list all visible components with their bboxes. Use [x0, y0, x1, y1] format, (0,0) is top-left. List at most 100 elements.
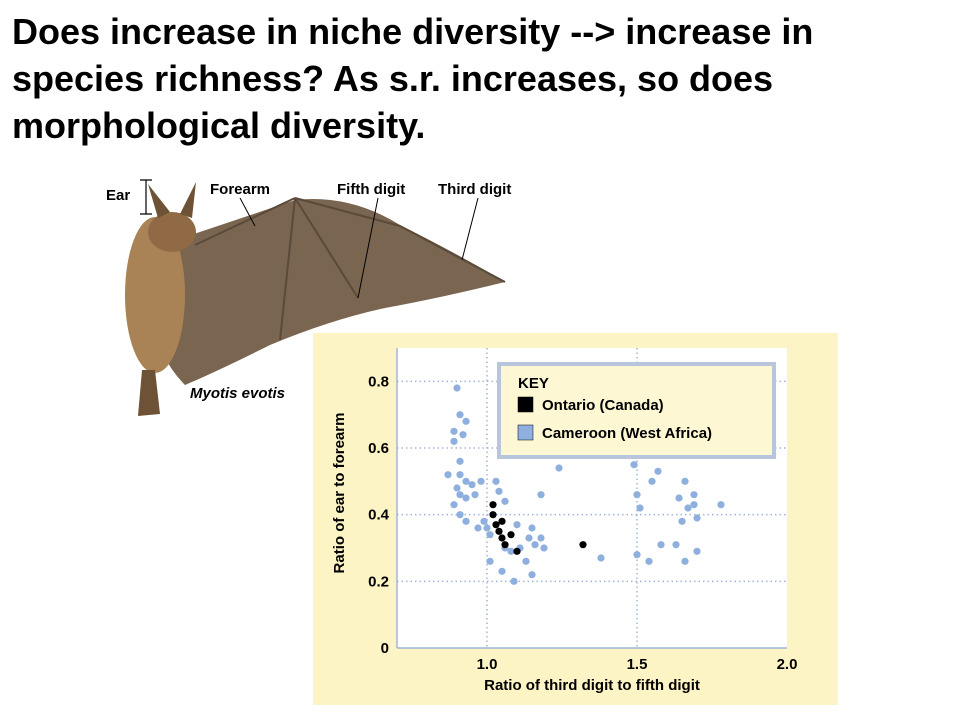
points-layer	[444, 384, 725, 585]
y-tick-label: 0.4	[368, 507, 390, 524]
cameroon-point	[462, 494, 470, 502]
cameroon-point	[453, 384, 461, 392]
cameroon-point	[486, 531, 494, 539]
ontario-point	[495, 527, 503, 535]
cameroon-point	[672, 541, 680, 549]
y-tick-label: 0.8	[368, 373, 389, 390]
cameroon-point	[507, 547, 515, 555]
cameroon-point	[636, 504, 644, 512]
ontario-point	[492, 521, 500, 529]
bat-ear	[148, 184, 170, 218]
cameroon-point	[531, 541, 539, 549]
cameroon-point	[453, 484, 461, 492]
cameroon-point	[633, 551, 641, 559]
cameroon-point	[681, 557, 689, 565]
cameroon-point	[648, 477, 656, 485]
y-tick-label: 0.2	[368, 573, 389, 590]
cameroon-point	[654, 467, 662, 475]
cameroon-point	[456, 471, 464, 479]
ontario-point	[489, 501, 497, 509]
cameroon-point	[684, 504, 692, 512]
cameroon-point	[693, 547, 701, 555]
cameroon-point	[717, 501, 725, 509]
cameroon-point	[462, 477, 470, 485]
cameroon-point	[645, 557, 653, 565]
ear-measure-bracket	[140, 179, 152, 215]
legend-box	[497, 362, 776, 459]
cameroon-point	[657, 541, 665, 549]
ontario-point	[579, 541, 587, 549]
cameroon-point	[444, 471, 452, 479]
axis-layer: 1.0 1.5 2.0 0 0.2 0.4 0.6 0.8	[368, 348, 797, 673]
cameroon-point	[456, 457, 464, 465]
cameroon-point	[681, 477, 689, 485]
cameroon-point	[525, 534, 533, 542]
y-tick-label: 0	[381, 640, 389, 657]
cameroon-point	[459, 431, 467, 439]
cameroon-point	[474, 524, 482, 532]
legend-title: KEY	[518, 375, 549, 392]
cameroon-point	[690, 501, 698, 509]
bat-feet	[138, 370, 160, 416]
cameroon-point	[456, 411, 464, 419]
legend-label-cameroon: Cameroon (West Africa)	[542, 425, 712, 442]
legend-label-ontario: Ontario (Canada)	[542, 397, 664, 414]
scatter-chart: 1.0 1.5 2.0 0 0.2 0.4 0.6 0.8 KEY Ontario (Cana…	[331, 348, 797, 694]
cameroon-point	[468, 481, 476, 489]
ontario-point	[498, 534, 506, 542]
bat-body	[125, 217, 185, 373]
ontario-point	[513, 547, 521, 555]
cameroon-point	[597, 554, 605, 562]
cameroon-point	[480, 517, 488, 525]
cameroon-point	[501, 497, 509, 505]
cameroon-point	[456, 511, 464, 519]
bat-wing	[152, 199, 505, 385]
fifth-digit-callout-line	[357, 197, 379, 299]
forearm-callout-line	[239, 197, 256, 227]
cameroon-point	[630, 461, 638, 469]
legend-swatch-cameroon	[517, 424, 534, 441]
cameroon-point	[528, 571, 536, 579]
cameroon-point	[477, 477, 485, 485]
cameroon-point	[483, 524, 491, 532]
cameroon-point	[462, 517, 470, 525]
cameroon-point	[528, 524, 536, 532]
cameroon-point	[537, 534, 545, 542]
cameroon-point	[492, 477, 500, 485]
ontario-point	[501, 541, 509, 549]
forearm-label: Forearm	[210, 181, 270, 198]
cameroon-point	[555, 464, 563, 472]
cameroon-point	[486, 557, 494, 565]
y-axis-label: Ratio of ear to forearm	[331, 413, 348, 574]
species-name-label: Myotis evotis	[190, 385, 285, 402]
legend: KEY Ontario (Canada) Cameroon (West Afri…	[497, 362, 776, 459]
x-tick-label: 2.0	[777, 656, 798, 673]
bat-wing-bones	[194, 197, 506, 341]
ear-label: Ear	[106, 187, 130, 204]
third-digit-callout-line	[461, 197, 479, 261]
bat-head	[148, 212, 196, 252]
cameroon-point	[633, 491, 641, 499]
cameroon-point	[513, 521, 521, 529]
bat-ear	[180, 182, 196, 218]
third-digit-label: Third digit	[438, 181, 511, 198]
cameroon-point	[498, 567, 506, 575]
bat-illustration: Ear Forearm Fifth digit Third digit Myot…	[106, 179, 511, 416]
cameroon-point	[456, 491, 464, 499]
cameroon-point	[510, 577, 518, 585]
ontario-point	[507, 531, 515, 539]
cameroon-point	[678, 517, 686, 525]
slide-title: Does increase in niche diversity --> inc…	[12, 11, 814, 146]
y-tick-label: 0.6	[368, 440, 389, 457]
cameroon-point	[540, 544, 548, 552]
cameroon-point	[462, 417, 470, 425]
cameroon-point	[450, 501, 458, 509]
cameroon-point	[495, 487, 503, 495]
x-tick-label: 1.5	[627, 656, 648, 673]
ontario-point	[489, 511, 497, 519]
cameroon-point	[690, 491, 698, 499]
cameroon-point	[693, 514, 701, 522]
cameroon-point	[537, 491, 545, 499]
legend-swatch-ontario	[517, 396, 534, 413]
cameroon-point	[471, 491, 479, 499]
